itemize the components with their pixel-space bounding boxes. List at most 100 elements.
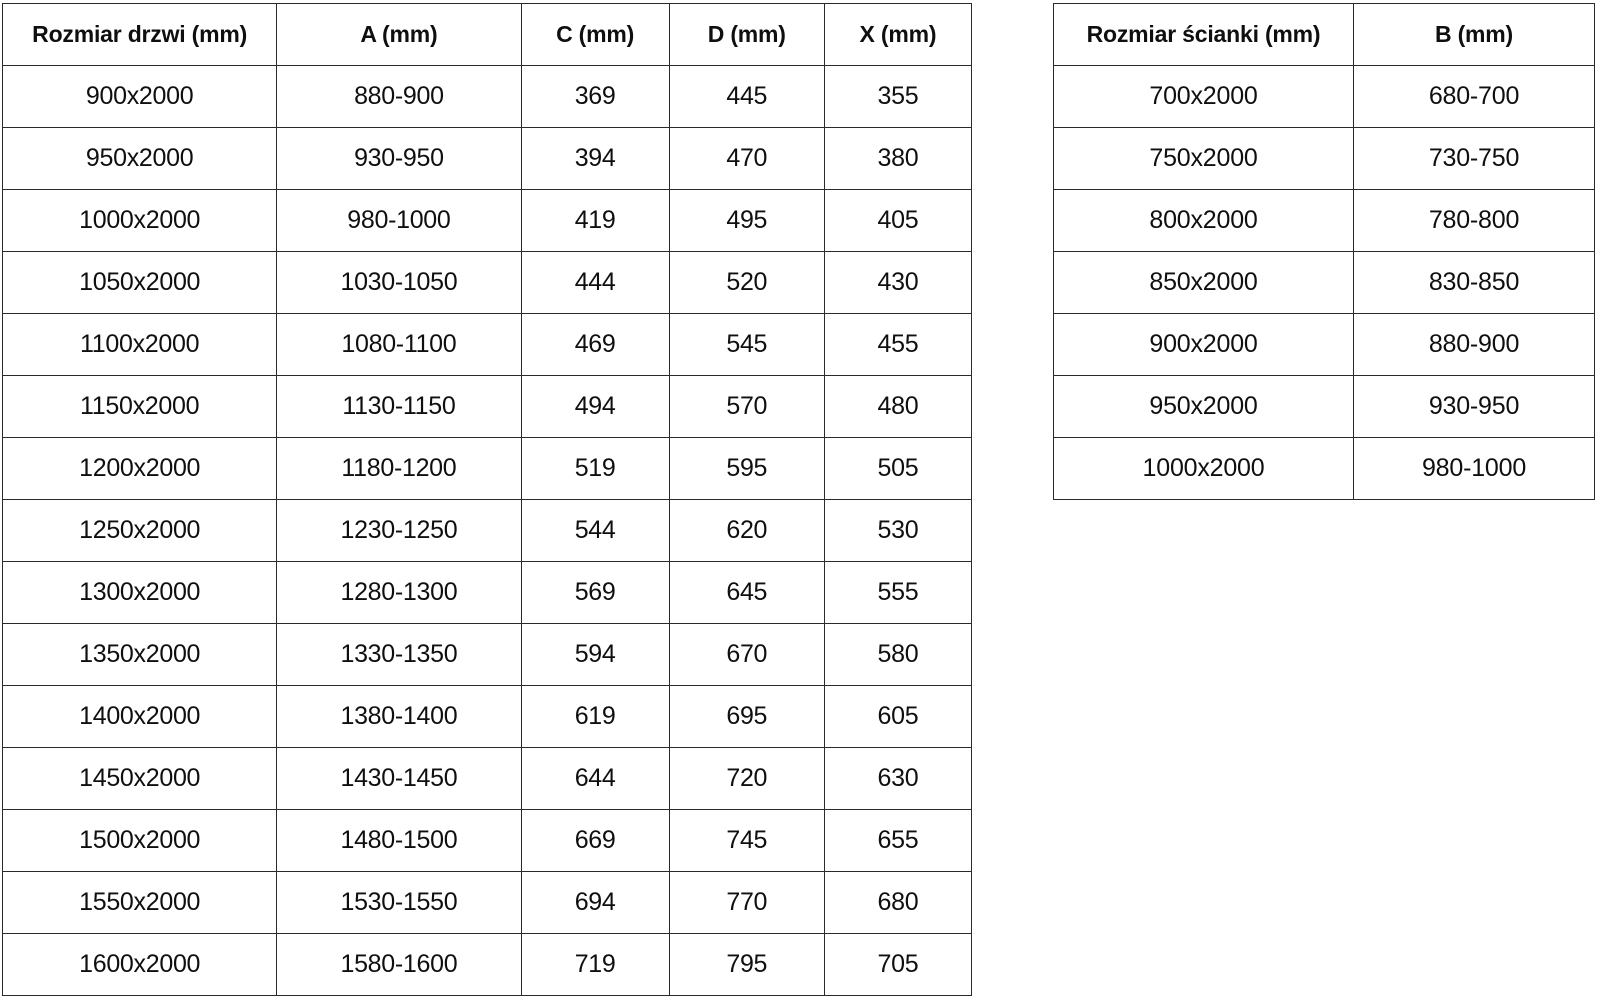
cell-door-size: 1450x2000: [1, 747, 278, 810]
column-header-wall-size: Rozmiar ścianki (mm): [1053, 3, 1354, 66]
cell-x: 430: [823, 251, 973, 314]
cell-wall-size: 800x2000: [1053, 189, 1354, 252]
cell-d: 670: [668, 623, 825, 686]
cell-x: 630: [823, 747, 973, 810]
cell-a: 1330-1350: [276, 623, 522, 686]
cell-x: 355: [823, 65, 973, 128]
cell-a: 930-950: [276, 127, 522, 190]
cell-a: 1230-1250: [276, 499, 522, 562]
cell-a: 1080-1100: [276, 313, 522, 376]
cell-x: 480: [823, 375, 973, 438]
cell-c: 369: [520, 65, 670, 128]
cell-x: 455: [823, 313, 973, 376]
cell-door-size: 900x2000: [1, 65, 278, 128]
table-row: 950x2000 930-950 394 470 380: [1, 127, 973, 190]
doors-table-body: 900x2000 880-900 369 445 355 950x2000 93…: [1, 65, 973, 996]
cell-door-size: 1000x2000: [1, 189, 278, 252]
cell-wall-size: 700x2000: [1053, 65, 1354, 128]
cell-a: 1480-1500: [276, 809, 522, 872]
cell-c: 644: [520, 747, 670, 810]
cell-x: 680: [823, 871, 973, 934]
cell-d: 695: [668, 685, 825, 748]
cell-b: 980-1000: [1353, 437, 1595, 500]
cell-wall-size: 950x2000: [1053, 375, 1354, 438]
cell-door-size: 1050x2000: [1, 251, 278, 314]
cell-d: 770: [668, 871, 825, 934]
table-row: 1200x2000 1180-1200 519 595 505: [1, 437, 973, 500]
table-row: 1400x2000 1380-1400 619 695 605: [1, 685, 973, 748]
cell-a: 1030-1050: [276, 251, 522, 314]
cell-d: 795: [668, 933, 825, 996]
cell-x: 405: [823, 189, 973, 252]
cell-d: 520: [668, 251, 825, 314]
cell-a: 1280-1300: [276, 561, 522, 624]
cell-c: 494: [520, 375, 670, 438]
cell-door-size: 1350x2000: [1, 623, 278, 686]
cell-x: 655: [823, 809, 973, 872]
column-header-d: D (mm): [668, 3, 825, 66]
cell-wall-size: 900x2000: [1053, 313, 1354, 376]
cell-c: 694: [520, 871, 670, 934]
table-row: 750x2000 730-750: [1053, 127, 1595, 190]
table-row: 900x2000 880-900 369 445 355: [1, 65, 973, 128]
table-row: 1350x2000 1330-1350 594 670 580: [1, 623, 973, 686]
cell-door-size: 1200x2000: [1, 437, 278, 500]
walls-dimensions-table: Rozmiar ścianki (mm) B (mm) 700x2000 680…: [1053, 3, 1595, 500]
cell-door-size: 1100x2000: [1, 313, 278, 376]
cell-b: 780-800: [1353, 189, 1595, 252]
cell-c: 444: [520, 251, 670, 314]
column-header-door-size: Rozmiar drzwi (mm): [1, 3, 278, 66]
column-header-x: X (mm): [823, 3, 973, 66]
cell-a: 980-1000: [276, 189, 522, 252]
cell-c: 469: [520, 313, 670, 376]
cell-d: 495: [668, 189, 825, 252]
cell-b: 680-700: [1353, 65, 1595, 128]
cell-a: 1530-1550: [276, 871, 522, 934]
cell-a: 880-900: [276, 65, 522, 128]
cell-a: 1130-1150: [276, 375, 522, 438]
cell-x: 605: [823, 685, 973, 748]
cell-x: 505: [823, 437, 973, 500]
cell-a: 1180-1200: [276, 437, 522, 500]
table-header-row: Rozmiar drzwi (mm) A (mm) C (mm) D (mm) …: [1, 3, 973, 66]
table-row: 1000x2000 980-1000 419 495 405: [1, 189, 973, 252]
cell-d: 620: [668, 499, 825, 562]
table-row: 1600x2000 1580-1600 719 795 705: [1, 933, 973, 996]
cell-c: 619: [520, 685, 670, 748]
cell-c: 569: [520, 561, 670, 624]
cell-c: 544: [520, 499, 670, 562]
cell-c: 419: [520, 189, 670, 252]
cell-d: 470: [668, 127, 825, 190]
cell-wall-size: 750x2000: [1053, 127, 1354, 190]
cell-x: 555: [823, 561, 973, 624]
table-row: 1500x2000 1480-1500 669 745 655: [1, 809, 973, 872]
table-row: 1050x2000 1030-1050 444 520 430: [1, 251, 973, 314]
cell-a: 1580-1600: [276, 933, 522, 996]
cell-c: 719: [520, 933, 670, 996]
cell-c: 519: [520, 437, 670, 500]
cell-door-size: 1500x2000: [1, 809, 278, 872]
table-row: 1100x2000 1080-1100 469 545 455: [1, 313, 973, 376]
table-row: 950x2000 930-950: [1053, 375, 1595, 438]
cell-door-size: 1400x2000: [1, 685, 278, 748]
column-header-c: C (mm): [520, 3, 670, 66]
cell-door-size: 1250x2000: [1, 499, 278, 562]
cell-d: 645: [668, 561, 825, 624]
cell-d: 545: [668, 313, 825, 376]
cell-d: 570: [668, 375, 825, 438]
doors-table-header: Rozmiar drzwi (mm) A (mm) C (mm) D (mm) …: [1, 3, 973, 66]
cell-c: 394: [520, 127, 670, 190]
cell-d: 720: [668, 747, 825, 810]
cell-door-size: 950x2000: [1, 127, 278, 190]
cell-c: 594: [520, 623, 670, 686]
cell-door-size: 1300x2000: [1, 561, 278, 624]
cell-d: 595: [668, 437, 825, 500]
cell-c: 669: [520, 809, 670, 872]
cell-d: 745: [668, 809, 825, 872]
cell-b: 730-750: [1353, 127, 1595, 190]
cell-wall-size: 850x2000: [1053, 251, 1354, 314]
cell-b: 930-950: [1353, 375, 1595, 438]
table-row: 1000x2000 980-1000: [1053, 437, 1595, 500]
table-row: 700x2000 680-700: [1053, 65, 1595, 128]
